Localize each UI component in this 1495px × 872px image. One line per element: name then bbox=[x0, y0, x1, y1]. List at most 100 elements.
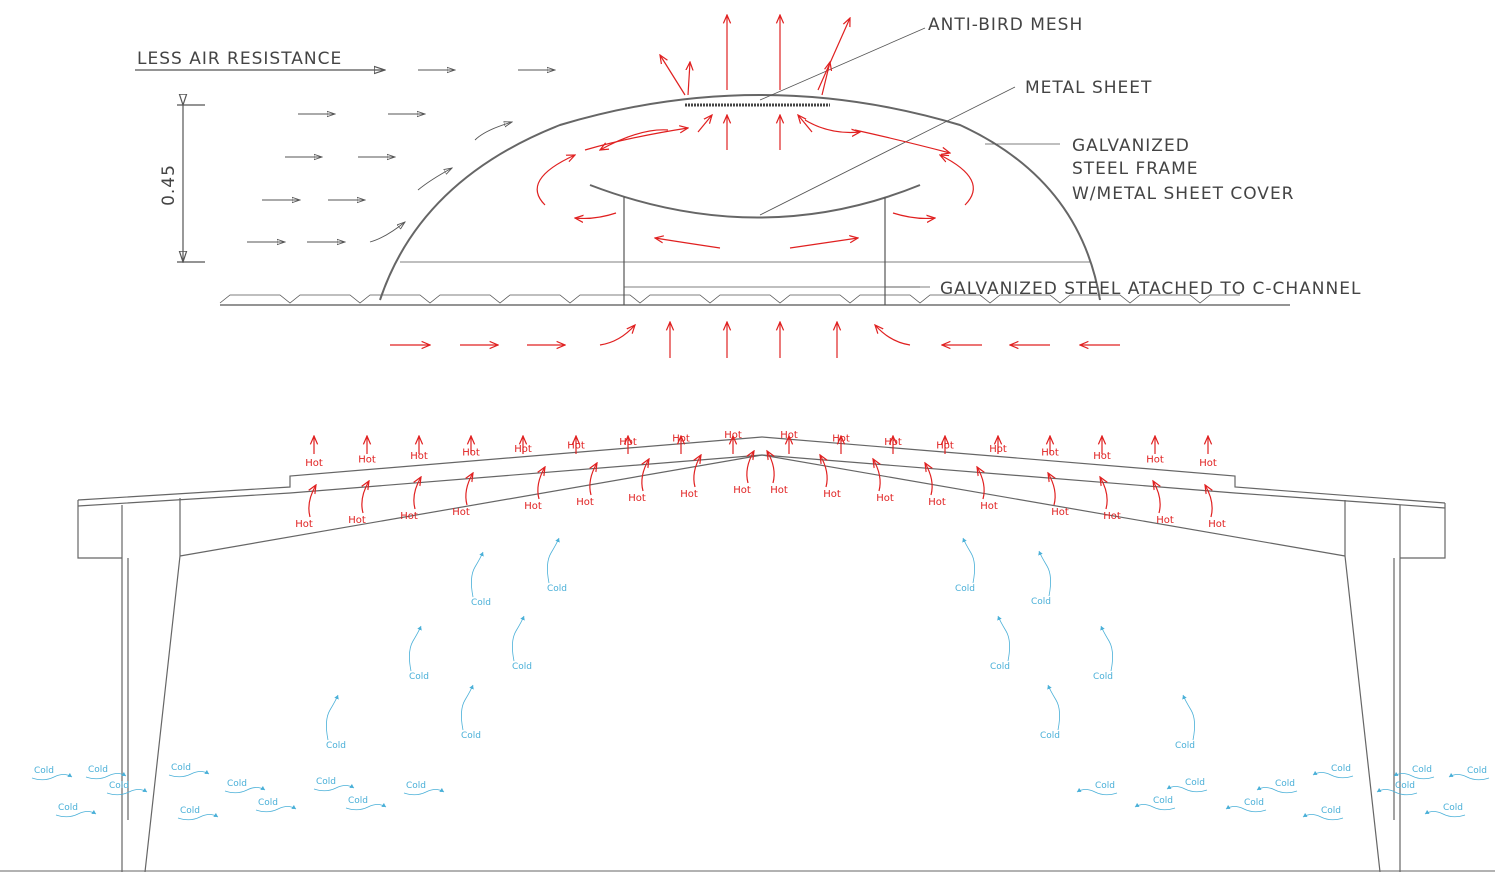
cold-label: Cold bbox=[348, 796, 368, 806]
hot-label: Hot bbox=[1051, 507, 1069, 518]
cold-label: Cold bbox=[316, 777, 336, 787]
arrow bbox=[821, 62, 830, 96]
cold-arrow bbox=[313, 783, 355, 792]
cold-arrow bbox=[224, 785, 266, 794]
arrow bbox=[688, 62, 690, 96]
hot-label: Hot bbox=[628, 493, 646, 504]
cold-label: Cold bbox=[1395, 781, 1415, 791]
cold-label: Cold bbox=[471, 598, 491, 608]
hot-label: Hot bbox=[724, 430, 742, 441]
cold-arrow bbox=[168, 769, 210, 778]
label: ANTI-BIRD MESH bbox=[928, 15, 1083, 35]
arrow bbox=[1100, 477, 1108, 510]
arrow bbox=[1205, 485, 1213, 518]
cold-arrow bbox=[1225, 804, 1267, 813]
arrow bbox=[1153, 481, 1161, 514]
hot-label: Hot bbox=[1146, 454, 1164, 465]
arrow bbox=[589, 463, 597, 496]
cold-label: Cold bbox=[1467, 766, 1487, 776]
cold-arrow bbox=[1393, 771, 1435, 780]
cold-arrow bbox=[326, 694, 339, 741]
cold-arrow bbox=[1134, 802, 1176, 811]
arrow bbox=[789, 238, 858, 249]
arrow bbox=[417, 168, 452, 191]
hot-label: Hot bbox=[452, 507, 470, 518]
arrow bbox=[537, 467, 545, 500]
hot-label: Hot bbox=[1041, 447, 1059, 458]
hot-label: Hot bbox=[680, 489, 698, 500]
cold-label: Cold bbox=[547, 584, 567, 594]
hot-label: Hot bbox=[832, 433, 850, 444]
arrow bbox=[660, 55, 686, 96]
cold-label: Cold bbox=[1153, 796, 1173, 806]
cold-label: Cold bbox=[1095, 781, 1115, 791]
arrow bbox=[854, 129, 950, 153]
cold-label: Cold bbox=[326, 741, 346, 751]
cold-label: Cold bbox=[461, 731, 481, 741]
cold-arrow bbox=[255, 804, 297, 813]
arrow bbox=[697, 115, 712, 133]
cold-label: Cold bbox=[88, 765, 108, 775]
cold-label: Cold bbox=[258, 798, 278, 808]
arrow bbox=[600, 129, 669, 150]
cold-arrow bbox=[1302, 812, 1344, 821]
cold-arrow bbox=[106, 787, 148, 796]
arrow bbox=[892, 212, 935, 218]
arrow bbox=[1048, 473, 1056, 506]
cold-label: Cold bbox=[512, 662, 532, 672]
cold-arrow bbox=[403, 787, 445, 796]
arrow bbox=[641, 459, 649, 492]
arrow bbox=[465, 473, 473, 506]
hot-label: Hot bbox=[1199, 458, 1217, 469]
cold-arrow bbox=[1256, 785, 1298, 794]
arrow bbox=[817, 18, 850, 91]
cold-arrow bbox=[177, 812, 219, 821]
hot-label: Hot bbox=[410, 451, 428, 462]
cold-arrow bbox=[547, 537, 560, 584]
arrow bbox=[575, 212, 617, 218]
hot-label: Hot bbox=[400, 511, 418, 522]
hot-label: Hot bbox=[884, 437, 902, 448]
hot-label: Hot bbox=[823, 489, 841, 500]
cold-label: Cold bbox=[1412, 765, 1432, 775]
cold-arrow bbox=[471, 551, 484, 598]
arrow bbox=[599, 325, 635, 346]
label: METAL SHEET bbox=[1025, 78, 1152, 98]
arrow bbox=[655, 238, 721, 249]
cold-arrow bbox=[461, 684, 474, 731]
cold-arrow bbox=[409, 625, 422, 672]
arrow bbox=[875, 325, 911, 346]
cold-label: Cold bbox=[58, 803, 78, 813]
cold-arrow bbox=[512, 615, 525, 662]
cold-label: Cold bbox=[171, 763, 191, 773]
hot-label: Hot bbox=[672, 433, 690, 444]
arrow bbox=[536, 155, 575, 206]
cold-arrow bbox=[55, 809, 97, 818]
label: LESS AIR RESISTANCE bbox=[137, 49, 342, 69]
hot-label: Hot bbox=[524, 501, 542, 512]
cold-label: Cold bbox=[406, 781, 426, 791]
cold-arrow bbox=[1376, 787, 1418, 796]
arrow bbox=[413, 477, 421, 510]
hot-label: Hot bbox=[1208, 519, 1226, 530]
cold-label: Cold bbox=[180, 806, 200, 816]
arrow bbox=[940, 155, 974, 206]
cold-label: Cold bbox=[1093, 672, 1113, 682]
cold-label: Cold bbox=[1244, 798, 1264, 808]
flows: Hot Hot Hot Hot Hot Hot Hot Hot Hot Hot Hot Hot Hot H… bbox=[31, 15, 1490, 821]
cold-arrow bbox=[997, 615, 1010, 662]
hot-label: Hot bbox=[876, 493, 894, 504]
arrow bbox=[925, 463, 933, 496]
arrow bbox=[767, 451, 775, 484]
cold-arrow bbox=[1166, 784, 1208, 793]
hot-label: Hot bbox=[619, 437, 637, 448]
hot-label: Hot bbox=[980, 501, 998, 512]
hot-label: Hot bbox=[567, 440, 585, 451]
cold-arrow bbox=[345, 802, 387, 811]
hot-label: Hot bbox=[1103, 511, 1121, 522]
cold-arrow bbox=[1312, 770, 1354, 779]
arrow bbox=[584, 128, 688, 151]
arrow bbox=[474, 122, 512, 141]
hot-label: Hot bbox=[295, 519, 313, 530]
